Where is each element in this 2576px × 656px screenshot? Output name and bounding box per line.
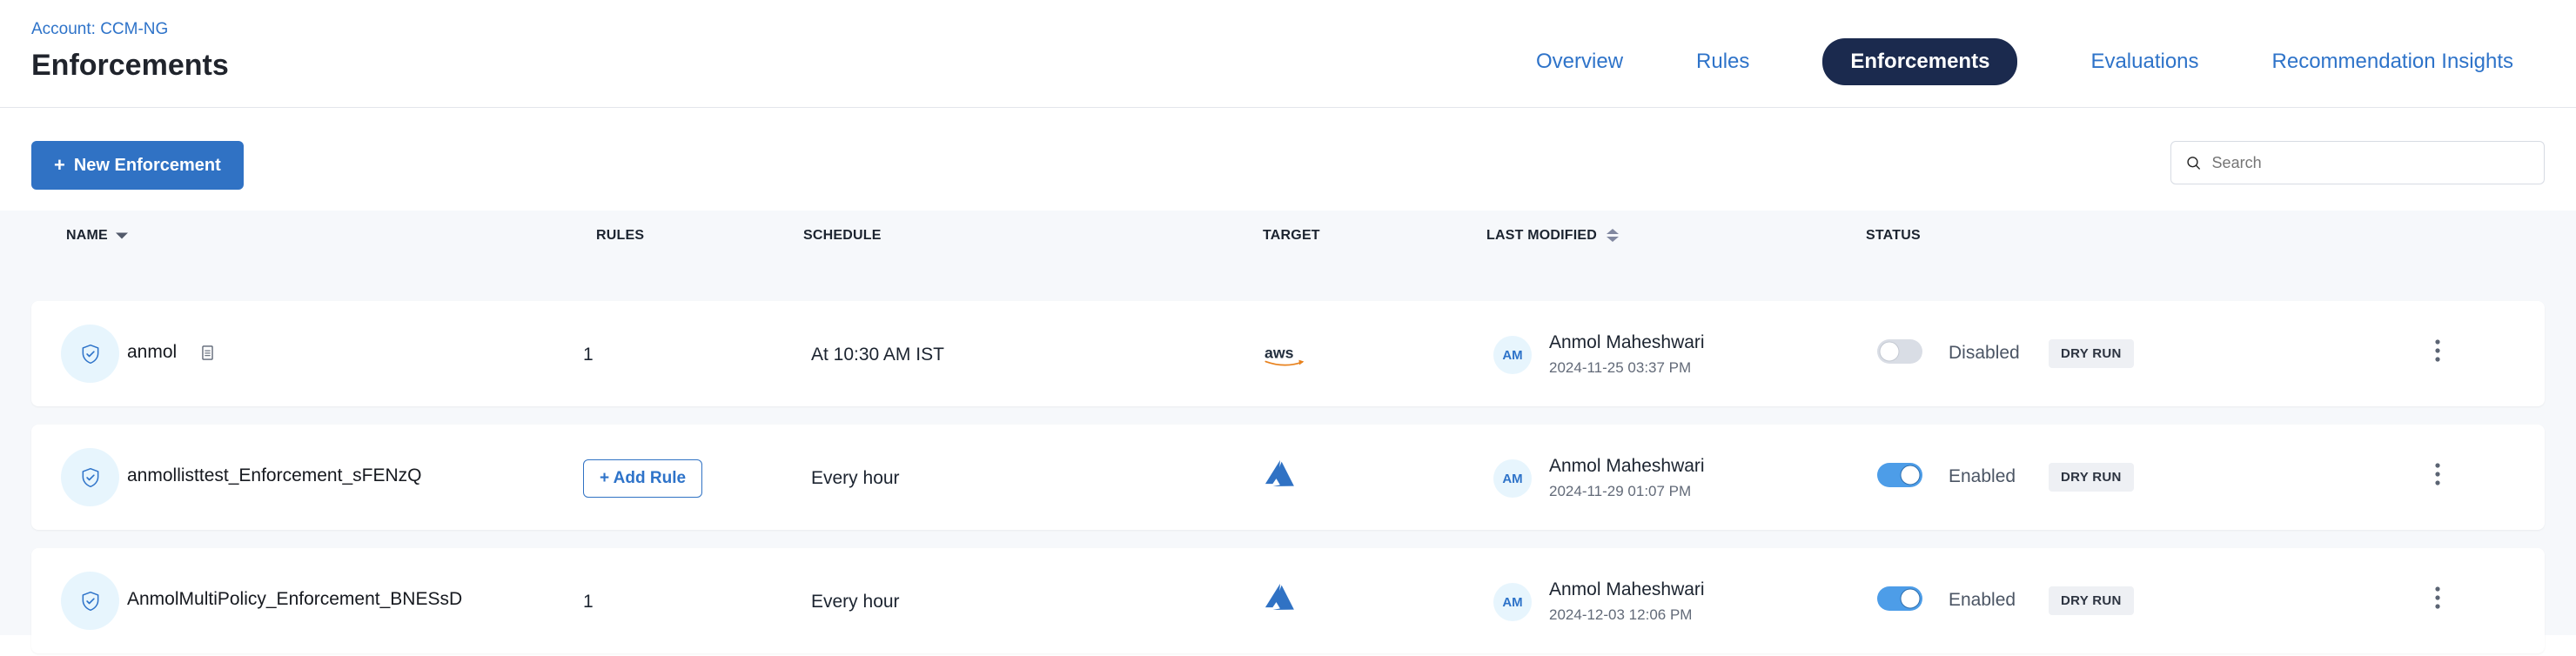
svg-text:aws: aws (1265, 345, 1294, 362)
